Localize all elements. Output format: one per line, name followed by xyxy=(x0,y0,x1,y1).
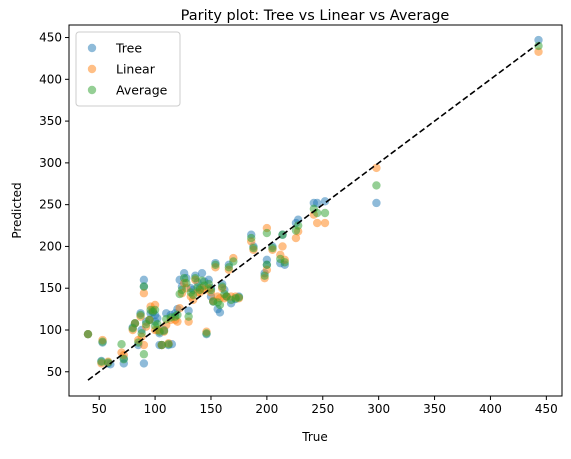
tree-point xyxy=(197,268,207,278)
tree-point xyxy=(320,197,330,206)
x-tick-label: 450 xyxy=(535,402,558,416)
average-point xyxy=(247,233,256,243)
tree-point xyxy=(153,314,162,323)
y-tick-label: 150 xyxy=(39,281,62,295)
x-tick-label: 250 xyxy=(311,402,334,416)
parity-reference-line xyxy=(87,41,542,381)
average-point xyxy=(137,329,146,338)
axis-ticks: 50 100 150 200 250 300 350 400 450 50 100 150 200 250… xyxy=(39,31,558,416)
legend-box xyxy=(75,31,181,107)
legend: Tree Linear Average xyxy=(75,31,181,107)
linear-point xyxy=(291,233,301,243)
legend-label-linear: Linear xyxy=(116,62,156,77)
x-tick-label: 50 xyxy=(92,402,107,416)
tree-point xyxy=(139,359,149,368)
average-point xyxy=(224,263,234,272)
x-axis-label: True xyxy=(301,430,328,444)
average-point xyxy=(157,340,166,350)
y-tick-label: 50 xyxy=(47,365,62,379)
average-point xyxy=(103,358,113,367)
tree-point xyxy=(372,198,381,208)
average-point xyxy=(119,355,128,364)
linear-point xyxy=(139,289,149,298)
tree-point xyxy=(139,275,149,285)
average-point xyxy=(145,315,154,325)
average-point xyxy=(293,221,303,230)
average-point xyxy=(206,285,216,295)
legend-label-average: Average xyxy=(116,83,168,98)
legend-label-tree: Tree xyxy=(115,41,142,56)
average-point xyxy=(98,337,107,346)
average-point xyxy=(159,326,169,336)
y-tick-label: 250 xyxy=(39,198,62,212)
linear-point xyxy=(312,218,322,228)
x-tick-label: 300 xyxy=(367,402,390,416)
legend-marker-linear xyxy=(87,64,97,74)
average-point xyxy=(139,282,149,291)
linear-point xyxy=(278,242,287,251)
x-tick-label: 350 xyxy=(423,402,446,416)
average-point xyxy=(164,339,173,349)
average-point xyxy=(182,279,191,288)
linear-point xyxy=(320,218,330,228)
tree-point xyxy=(215,308,225,317)
x-tick-label: 150 xyxy=(200,402,223,416)
average-point xyxy=(117,339,126,349)
legend-marker-average xyxy=(87,85,97,95)
average-point xyxy=(262,228,272,238)
average-point xyxy=(177,285,187,295)
average-point xyxy=(320,208,330,218)
y-tick-label: 300 xyxy=(39,156,62,170)
axes-frame xyxy=(68,24,563,397)
x-tick-label: 100 xyxy=(144,402,167,416)
average-point xyxy=(191,273,200,283)
average-point xyxy=(260,271,269,280)
linear-point xyxy=(175,304,184,313)
average-point xyxy=(229,257,238,266)
average-point xyxy=(249,243,258,253)
tree-point xyxy=(534,35,543,45)
legend-marker-tree xyxy=(87,43,97,53)
average-point xyxy=(184,312,193,321)
average-point xyxy=(153,319,162,329)
average-point xyxy=(130,319,140,328)
y-tick-label: 200 xyxy=(39,239,62,253)
y-tick-label: 450 xyxy=(39,31,62,45)
linear-point xyxy=(534,47,543,56)
average-point xyxy=(534,41,543,51)
y-axis-label: Predicted xyxy=(10,182,24,238)
average-point xyxy=(234,293,244,302)
y-tick-label: 350 xyxy=(39,114,62,128)
average-point xyxy=(173,310,182,320)
tree-point xyxy=(184,306,193,315)
average-point xyxy=(280,258,289,267)
average-point xyxy=(217,282,227,291)
average-point xyxy=(268,243,277,253)
average-point xyxy=(211,260,220,270)
chart-title: Parity plot: Tree vs Linear vs Average xyxy=(181,8,450,24)
average-point xyxy=(262,260,272,270)
average-point xyxy=(83,329,93,339)
linear-point xyxy=(372,163,381,173)
average-point xyxy=(139,350,149,359)
average-point xyxy=(150,305,160,315)
average-point xyxy=(202,329,211,338)
average-point xyxy=(188,290,198,300)
y-tick-label: 100 xyxy=(39,323,62,337)
average-point xyxy=(215,300,225,310)
average-point xyxy=(136,310,145,320)
series-average xyxy=(83,41,543,367)
y-tick-label: 400 xyxy=(39,72,62,86)
plot-area xyxy=(83,35,543,381)
average-point xyxy=(372,181,381,190)
x-tick-label: 400 xyxy=(479,402,502,416)
average-point xyxy=(97,357,106,366)
x-tick-label: 200 xyxy=(255,402,278,416)
